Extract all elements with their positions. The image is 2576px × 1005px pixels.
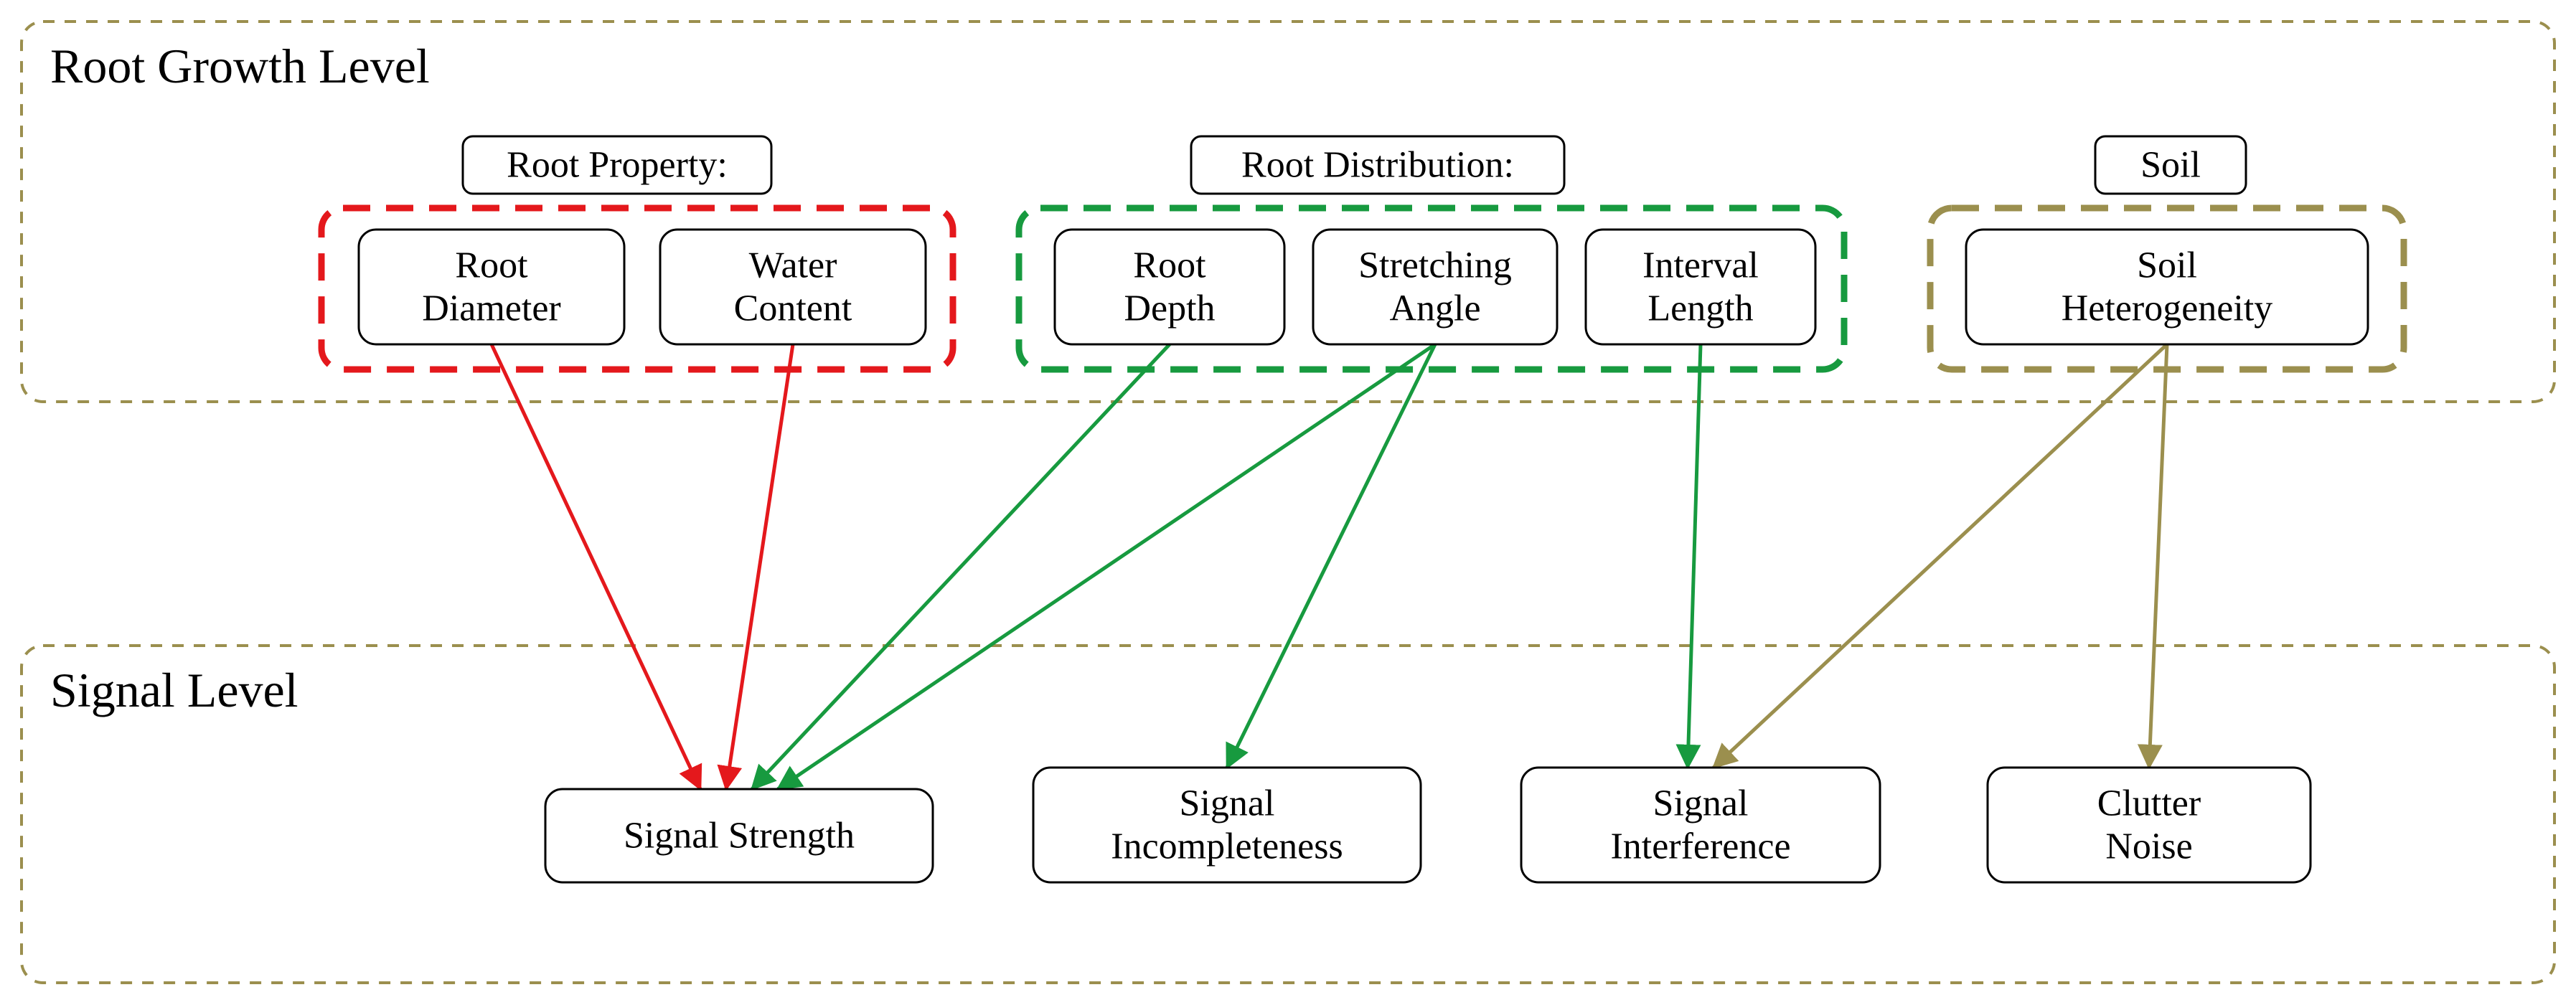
node-label-water_content-line1: Content	[734, 288, 852, 329]
node-label-interval_length-line0: Interval	[1642, 245, 1759, 286]
edge-root_diameter-to-signal_strength	[492, 344, 700, 789]
node-label-signal_interference-line0: Signal	[1653, 783, 1749, 824]
node-label-soil_heterogeneity-line0: Soil	[2137, 245, 2197, 286]
edge-stretching_angle-to-signal_incompleteness	[1227, 344, 1435, 768]
edge-soil_heterogeneity-to-clutter_noise	[2149, 344, 2167, 768]
group-label-soil: Soil	[2140, 145, 2201, 186]
node-label-stretching_angle-line1: Angle	[1389, 288, 1480, 329]
node-label-root_diameter-line0: Root	[455, 245, 528, 286]
group-label-root_distribution: Root Distribution:	[1241, 145, 1514, 186]
node-label-clutter_noise-line0: Clutter	[2097, 783, 2201, 824]
section-title-top: Root Growth Level	[50, 39, 430, 93]
edge-water_content-to-signal_strength	[726, 344, 793, 789]
edge-interval_length-to-signal_interference	[1688, 344, 1701, 768]
node-label-clutter_noise-line1: Noise	[2105, 826, 2192, 867]
node-label-root_diameter-line1: Diameter	[422, 288, 560, 329]
node-label-signal_interference-line1: Interference	[1610, 826, 1790, 867]
node-label-root_depth-line0: Root	[1133, 245, 1206, 286]
node-label-interval_length-line1: Length	[1647, 288, 1753, 329]
node-label-water_content-line0: Water	[749, 245, 837, 286]
section-title-bottom: Signal Level	[50, 663, 299, 717]
node-label-signal_incompleteness-line1: Incompleteness	[1111, 826, 1343, 867]
node-label-root_depth-line1: Depth	[1124, 288, 1215, 329]
edges-layer	[492, 344, 2167, 789]
node-label-signal_incompleteness-line0: Signal	[1180, 783, 1275, 824]
node-label-signal_strength-line0: Signal Strength	[624, 816, 855, 857]
group-label-root_property: Root Property:	[507, 145, 728, 186]
edge-soil_heterogeneity-to-signal_interference	[1714, 344, 2167, 768]
node-label-soil_heterogeneity-line1: Heterogeneity	[2062, 288, 2273, 329]
node-label-stretching_angle-line0: Stretching	[1358, 245, 1512, 286]
